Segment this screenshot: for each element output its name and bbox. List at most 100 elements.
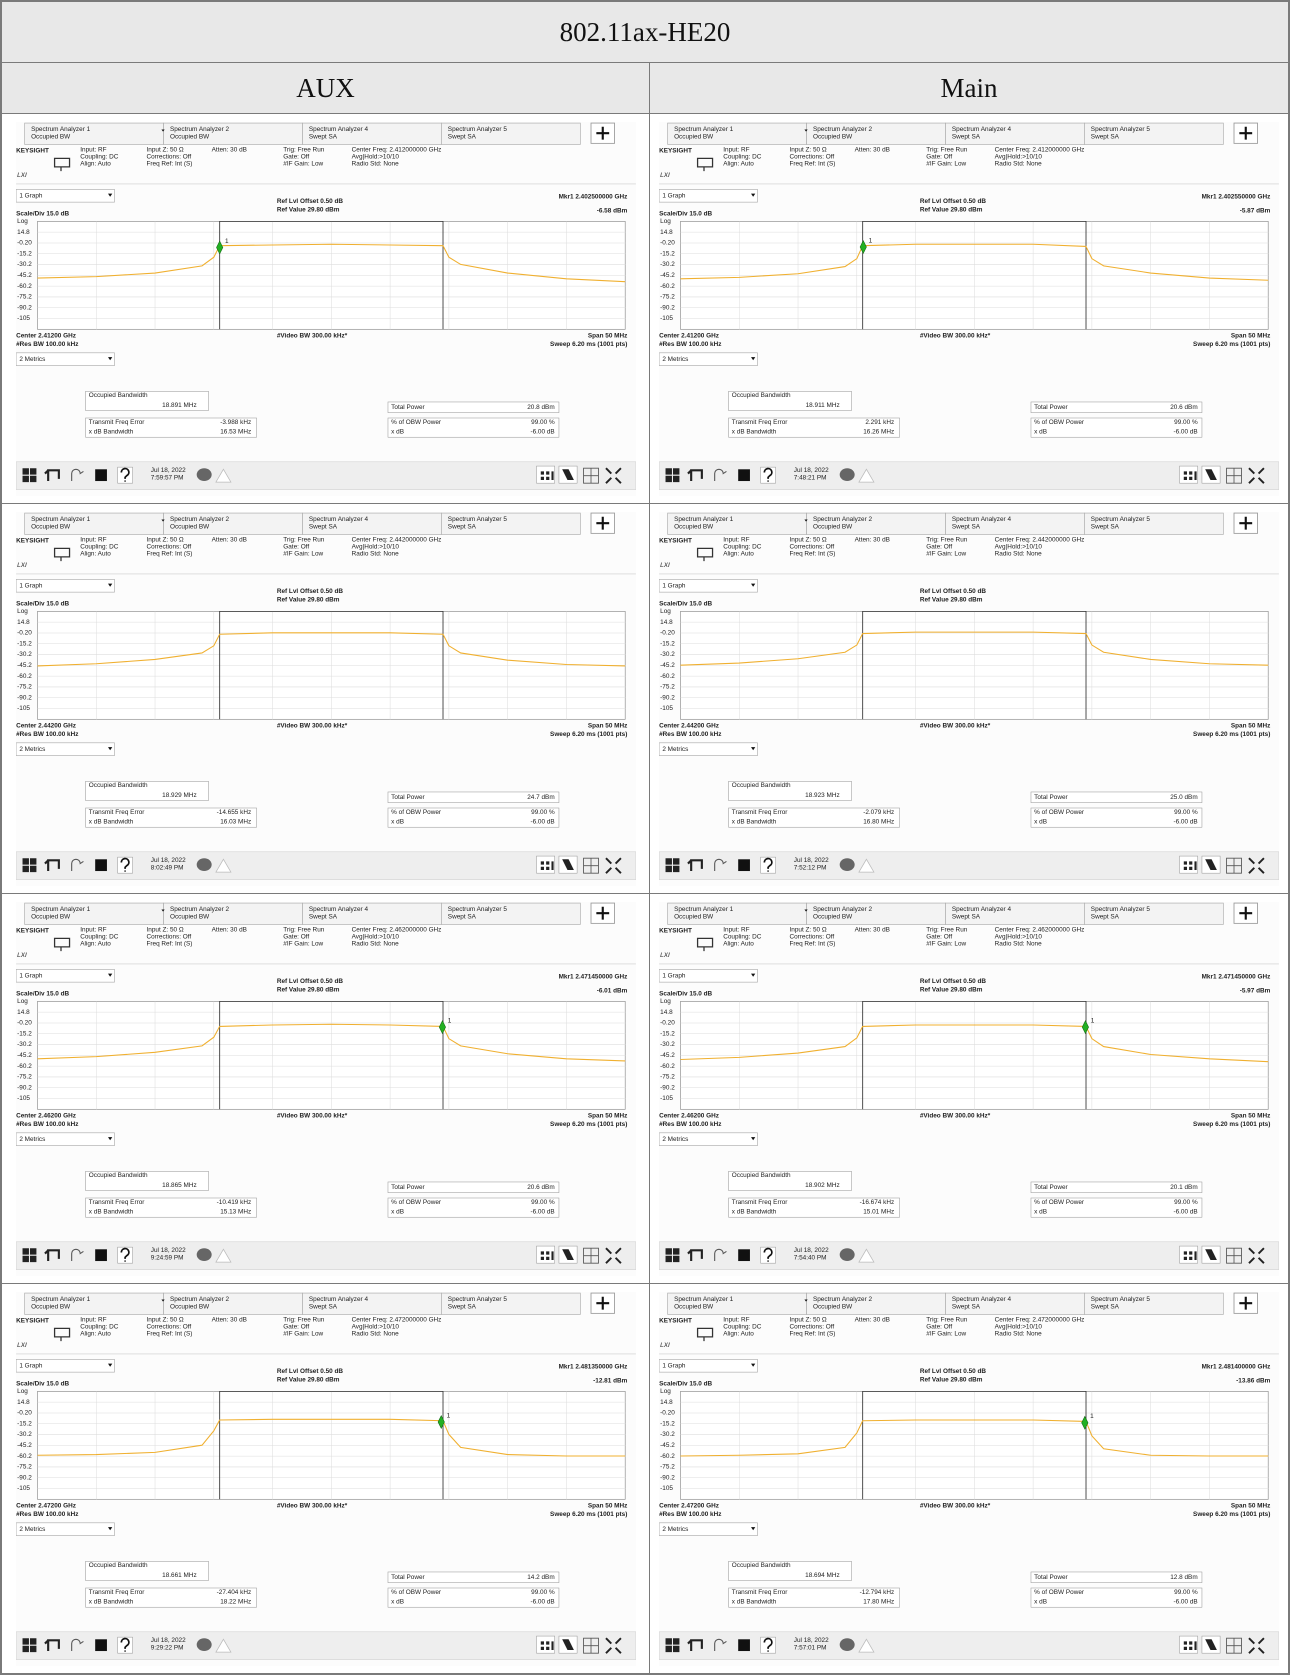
metric-label: Transmit Freq Error: [732, 1588, 789, 1595]
tab-mode: Occupied BW: [169, 133, 209, 140]
info-text: Radio Std: None: [995, 1330, 1042, 1337]
metric-value: 18.929 MHz: [162, 791, 197, 798]
metric-label: Occupied Bandwidth: [732, 392, 791, 399]
scale: Scale/Div 15.0 dB: [659, 1380, 712, 1387]
info-text: Coupling: DC: [723, 543, 761, 550]
tab-mode: Swept SA: [308, 913, 337, 920]
info-text: Input Z: 50 Ω: [146, 926, 183, 933]
tab-name: Spectrum Analyzer 5: [447, 906, 507, 913]
marker-id: 1: [1090, 1413, 1094, 1420]
time: 7:54:40 PM: [794, 1254, 827, 1261]
panel-cell: Spectrum Analyzer 1 Occupied BW Spectrum A…: [649, 113, 1290, 504]
plus-icon: [1239, 906, 1253, 920]
dropdown: [15, 741, 115, 756]
marker-id: 1: [225, 237, 229, 244]
y-tick-label: -75.2: [17, 683, 32, 690]
tab-name: Spectrum Analyzer 1: [674, 516, 734, 523]
panel-cell: Spectrum Analyzer 1 Occupied BW Spectrum A…: [0, 113, 650, 504]
fullscreen-icon: [604, 857, 622, 874]
y-tick-label: -30.2: [17, 1041, 32, 1048]
metric-label: Total Power: [1034, 1573, 1068, 1580]
marker-id: 1: [1091, 1017, 1095, 1024]
dropdown-text: 2 Metrics: [19, 355, 45, 362]
touch-icon: [561, 1248, 574, 1260]
y-tick-label: -75.2: [17, 293, 32, 300]
ref-value: Ref Value 29.80 dBm: [276, 206, 339, 213]
ref-offset: Ref Lvl Offset 0.50 dB: [920, 587, 987, 594]
metric-value: 20.6 dBm: [527, 1183, 554, 1190]
dropdown-caret: [751, 746, 756, 750]
stop-icon: [94, 468, 107, 481]
info-text: Avg|Hold:>10/10: [351, 1323, 399, 1330]
info-center-freq: Center Freq: 2.442000000 GHz: [995, 536, 1085, 543]
metric-value: 16.53 MHz: [220, 428, 251, 435]
tab-mode: Swept SA: [952, 523, 981, 530]
plus-icon: [595, 1296, 609, 1310]
metric-value: 16.03 MHz: [220, 818, 251, 825]
tab-name: Spectrum Analyzer 2: [813, 1296, 873, 1303]
metric-box: [1030, 791, 1203, 803]
scale: Scale/Div 15.0 dB: [16, 1380, 69, 1387]
info-text: Atten: 30 dB: [855, 536, 890, 543]
date: Jul 18, 2022: [150, 467, 185, 474]
metric-box: [387, 1181, 559, 1193]
obw-bracket: [862, 1390, 1087, 1499]
keypad-icon: [540, 1640, 554, 1650]
info-text: Radio Std: None: [995, 550, 1042, 557]
metric-label: Transmit Freq Error: [88, 1198, 145, 1205]
info-text: Align: Auto: [80, 550, 111, 557]
metric-value: -27.404 kHz: [216, 1588, 251, 1595]
info-text: Corrections: Off: [146, 543, 191, 550]
touch-icon: [1205, 858, 1217, 870]
metric-value: 18.923 MHz: [805, 791, 840, 798]
ref-offset: Ref Lvl Offset 0.50 dB: [276, 977, 343, 984]
warning-icon: [858, 1638, 875, 1652]
y-tick-label: -105: [660, 315, 673, 322]
tab-caret: [160, 128, 165, 132]
keypad-icon: [1183, 1640, 1197, 1650]
y-tick-label: -60.2: [17, 1062, 32, 1069]
ref-offset: Ref Lvl Offset 0.50 dB: [276, 587, 343, 594]
info-text: Gate: Off: [926, 933, 952, 940]
tab-name: Spectrum Analyzer 5: [1091, 516, 1151, 523]
metric-box: [84, 780, 209, 801]
remote-icon: [53, 157, 70, 171]
remote-icon: [696, 157, 714, 171]
dropdown-caret: [751, 193, 756, 197]
metric-label: Transmit Freq Error: [88, 418, 145, 425]
metric-value: 18.661 MHz: [162, 1571, 197, 1578]
tab-mode: Swept SA: [447, 523, 476, 530]
time: 7:57:01 PM: [794, 1644, 827, 1651]
windows-icon: [22, 467, 36, 482]
metric-value: -3.988 kHz: [220, 418, 251, 425]
tab-name: Spectrum Analyzer 1: [31, 906, 91, 913]
panel-cell: Spectrum Analyzer 1 Occupied BW Spectrum A…: [649, 503, 1290, 894]
y-tick-label: -75.2: [17, 1463, 32, 1470]
info-text: Align: Auto: [80, 940, 111, 947]
metric-label: x dB: [391, 1208, 404, 1215]
marker: [437, 1414, 445, 1429]
tab-mode: Swept SA: [447, 1303, 476, 1310]
tab: [440, 122, 581, 145]
dropdown-caret: [107, 583, 112, 587]
metric-value: 15.01 MHz: [863, 1208, 894, 1215]
sweep: Sweep 6.20 ms (1001 pts): [1193, 340, 1270, 347]
tab-name: Spectrum Analyzer 4: [952, 906, 1012, 913]
fullscreen-icon: [604, 1247, 622, 1264]
metric-label: Total Power: [391, 1183, 425, 1190]
info-text: #IF Gain: Low: [283, 1330, 323, 1337]
tab-name: Spectrum Analyzer 1: [674, 126, 734, 133]
metric-value: -6.00 dB: [1173, 428, 1197, 435]
info-text: Freq Ref: Int (S): [789, 550, 835, 557]
keypad-icon: [1183, 470, 1197, 480]
warning-icon: [858, 468, 875, 482]
info-text: Trig: Free Run: [283, 1316, 324, 1323]
metric-label: x dB Bandwidth: [732, 1598, 777, 1605]
metric-value: 99.00 %: [1174, 418, 1198, 425]
tab-name: Spectrum Analyzer 5: [1091, 906, 1151, 913]
y-tick-label: -60.2: [660, 1452, 675, 1459]
plus-icon: [595, 516, 609, 530]
remote-icon: [53, 937, 70, 951]
tab-mode: Occupied BW: [31, 523, 71, 530]
